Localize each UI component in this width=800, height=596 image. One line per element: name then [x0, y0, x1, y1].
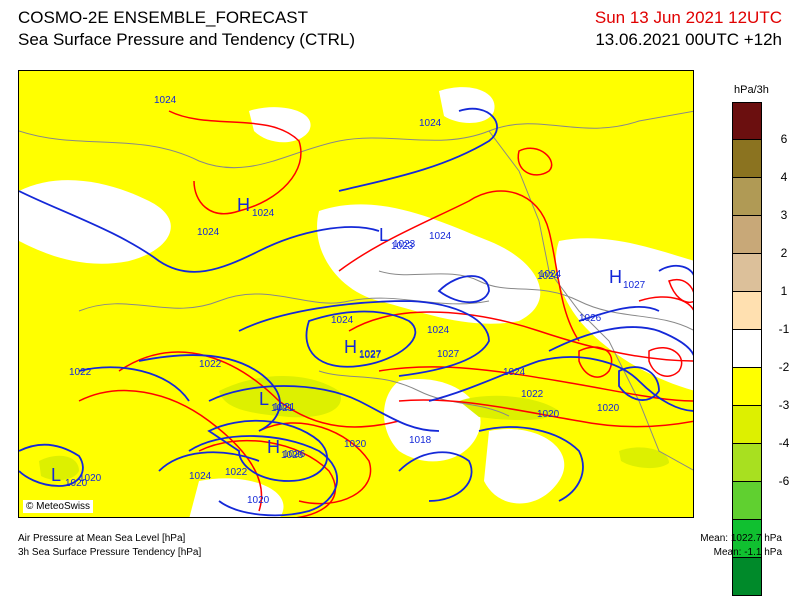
footer-mean-pressure: Mean: 1022.7 hPa: [700, 533, 782, 544]
pressure-center-value: 1021: [273, 402, 296, 413]
legend-swatch: [732, 406, 762, 444]
pressure-center-value: 1026: [281, 450, 304, 461]
isobar-label: 1022: [225, 467, 248, 478]
isobar-label: 1020: [597, 403, 620, 414]
legend-swatch: [732, 368, 762, 406]
legend-swatch: [732, 520, 762, 558]
run-date: Sun 13 Jun 2021 12UTC: [594, 8, 782, 27]
legend-tick-label: 1: [780, 284, 788, 298]
isobar-label: 1020: [79, 473, 102, 484]
legend-tick-label: -2: [778, 360, 790, 374]
legend-tick-label: -3: [778, 398, 790, 412]
legend-swatch: [732, 254, 762, 292]
isobar-label: 1024: [197, 227, 220, 238]
pressure-center-value: 1024: [252, 208, 275, 219]
isobar-label: 1024: [331, 315, 354, 326]
isobar-label: 1020: [537, 409, 560, 420]
legend-swatch: [732, 102, 762, 140]
legend-swatch: [732, 558, 762, 596]
pressure-center-letter: L: [379, 225, 389, 245]
forecast-map: 1024 1024 1024 1024 1024 1024 1024 1024 …: [18, 70, 694, 518]
isobar-label: 1024: [419, 118, 442, 129]
pressure-center-value: 1027: [359, 350, 382, 361]
footer-pressure-label: Air Pressure at Mean Sea Level [hPa]: [18, 533, 186, 544]
pressure-center-letter: L: [51, 465, 61, 485]
legend-tick-label: -1: [778, 322, 790, 336]
tendency-lightgreen-areas: [39, 376, 669, 481]
pressure-center-value: 1027: [623, 280, 646, 291]
legend-swatch: [732, 216, 762, 254]
pressure-center-letter: L: [259, 389, 269, 409]
isobar-label: 1024: [503, 367, 526, 378]
isobar-labels: 1024 1024 1024 1024 1024 1024 1024 1024 …: [69, 95, 620, 506]
legend-swatch: [732, 482, 762, 520]
valid-time: 13.06.2021 00UTC +12h: [595, 30, 782, 49]
pressure-center-value: 1023: [393, 239, 416, 250]
isobar-label: 1023: [391, 241, 414, 252]
legend-swatch: [732, 178, 762, 216]
legend-swatch: [732, 444, 762, 482]
isobar-label: 1022: [521, 389, 544, 400]
legend-tick-label: 4: [780, 170, 788, 184]
pressure-center-letter: H: [344, 337, 357, 357]
legend-swatch: [732, 292, 762, 330]
isobar-label: 1024: [537, 271, 560, 282]
isobar-label: 1026: [579, 313, 602, 324]
isobar-label: 1022: [199, 359, 222, 370]
isobar-label: 1018: [409, 435, 432, 446]
legend-tick-label: 3: [780, 208, 788, 222]
isobar-label: 1027: [437, 349, 460, 360]
isobar-label: 1024: [427, 325, 450, 336]
tendency-isolines: [78, 110, 693, 517]
legend-tick-label: 2: [780, 246, 788, 260]
isobar-label: 1020: [247, 495, 270, 506]
legend-unit: hPa/3h: [734, 84, 769, 96]
map-canvas: 1024 1024 1024 1024 1024 1024 1024 1024 …: [19, 87, 693, 517]
pressure-center-value: 1020: [65, 478, 88, 489]
isobar-label: 1021: [271, 403, 294, 414]
isobar-label: 1027: [359, 349, 382, 360]
isobar-label: 1022: [69, 367, 92, 378]
isobar-label: 1026: [283, 449, 306, 460]
chart-title: COSMO-2E ENSEMBLE_FORECAST: [18, 8, 309, 27]
isobar-label: 1024: [539, 269, 562, 280]
pressure-center-letter: H: [609, 267, 622, 287]
legend-swatch: [732, 140, 762, 178]
isobar-label: 1024: [154, 95, 177, 106]
footer-tendency-label: 3h Sea Surface Pressure Tendency [hPa]: [18, 547, 202, 558]
legend-swatch: [732, 330, 762, 368]
pressure-centers: H 1024 L 1023 H 1027 L 1021 H 1026 L 102…: [51, 195, 646, 489]
legend-tick-label: -4: [778, 436, 790, 450]
legend-tick-label: -6: [778, 474, 790, 488]
pressure-center-letter: H: [267, 437, 280, 457]
footer-mean-tendency: Mean: -1.1 hPa: [713, 547, 782, 558]
chart-subtitle: Sea Surface Pressure and Tendency (CTRL): [18, 30, 356, 49]
isobar-label: 1020: [344, 439, 367, 450]
isobars: [19, 107, 693, 517]
pressure-center-letter: H: [237, 195, 250, 215]
legend-tick-label: 6: [780, 132, 788, 146]
isobar-label: 1024: [189, 471, 212, 482]
color-legend: [732, 102, 762, 596]
isobar-label: 1024: [429, 231, 452, 242]
copyright-label: © MeteoSwiss: [23, 500, 94, 513]
